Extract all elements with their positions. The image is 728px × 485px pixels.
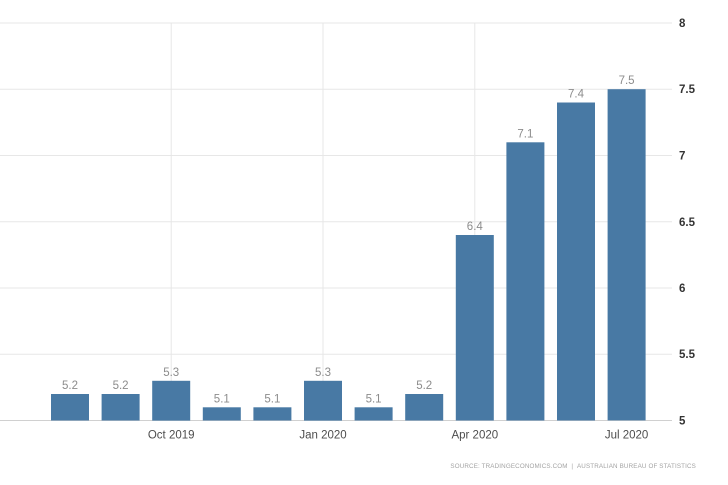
svg-text:5.5: 5.5 [679, 349, 696, 361]
svg-text:5.3: 5.3 [163, 367, 179, 379]
svg-text:5.1: 5.1 [214, 393, 230, 405]
svg-text:5: 5 [679, 416, 686, 428]
svg-text:5.1: 5.1 [366, 393, 382, 405]
svg-text:Apr 2020: Apr 2020 [451, 430, 498, 442]
svg-text:5.1: 5.1 [264, 393, 280, 405]
svg-text:6: 6 [679, 283, 685, 295]
svg-text:7.4: 7.4 [568, 89, 585, 101]
svg-text:6.5: 6.5 [679, 217, 696, 229]
svg-text:6.4: 6.4 [467, 221, 484, 233]
svg-text:7.5: 7.5 [619, 75, 635, 87]
svg-text:5.2: 5.2 [113, 380, 129, 392]
svg-text:Oct 2019: Oct 2019 [148, 430, 195, 442]
svg-text:Jul 2020: Jul 2020 [605, 430, 648, 442]
svg-text:8: 8 [679, 18, 686, 30]
svg-text:7.1: 7.1 [517, 128, 533, 140]
svg-text:Jan 2020: Jan 2020 [299, 430, 346, 442]
svg-text:5.2: 5.2 [416, 380, 432, 392]
svg-text:5.3: 5.3 [315, 367, 331, 379]
svg-text:7: 7 [679, 151, 685, 163]
svg-text:7.5: 7.5 [679, 84, 696, 96]
svg-text:5.2: 5.2 [62, 380, 78, 392]
